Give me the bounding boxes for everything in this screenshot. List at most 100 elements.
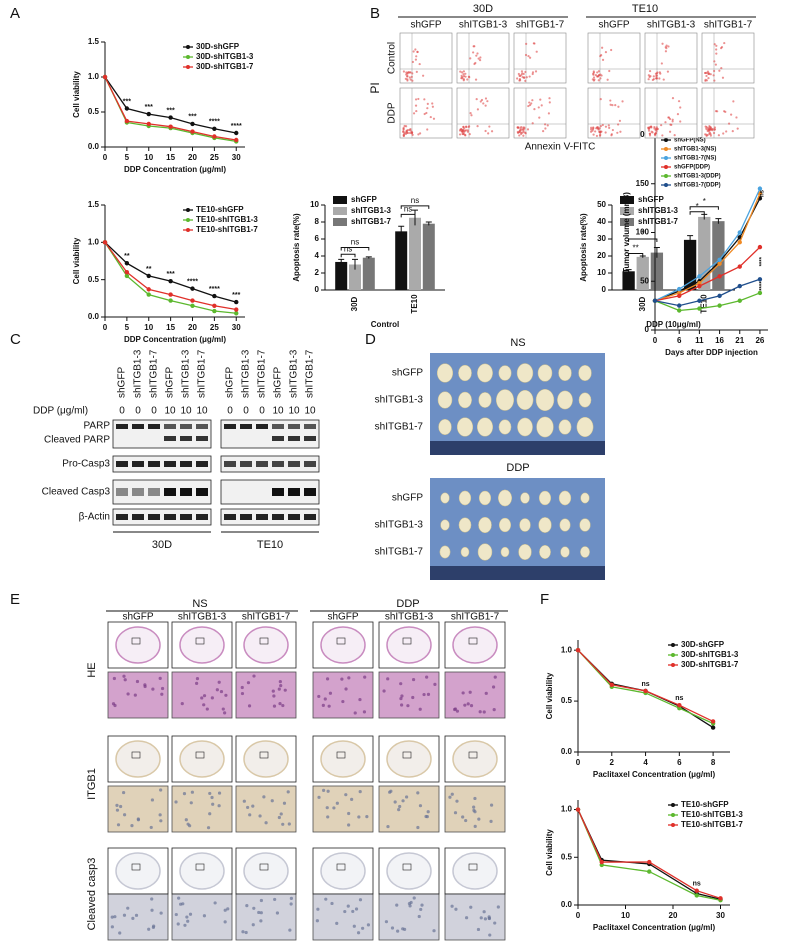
flow-dot (736, 127, 739, 130)
nucleus (464, 916, 469, 920)
band (116, 461, 128, 467)
flow-dot (405, 125, 408, 128)
tumor (520, 492, 530, 504)
zoom-box (468, 751, 478, 759)
band (224, 461, 236, 467)
nucleus (217, 680, 221, 684)
flow-dot (402, 134, 405, 137)
legend-marker (664, 183, 668, 187)
bracket (628, 238, 658, 242)
tissue (179, 740, 225, 778)
significance: ns (411, 196, 419, 205)
lane-label: shITGB1-3 (241, 349, 252, 398)
legend-label: shITGB1-7(DDP) (674, 183, 721, 189)
legend-label: shITGB1-7(NS) (674, 156, 716, 162)
data-point (575, 807, 581, 812)
flow-dot (655, 74, 658, 78)
bar (622, 271, 635, 290)
nucleus (278, 702, 282, 706)
nucleus (321, 703, 325, 708)
flow-dot (666, 70, 670, 73)
flow-dot (517, 72, 520, 76)
x-tick-label: 10 (144, 153, 153, 162)
nucleus (425, 815, 429, 819)
error-bar (412, 209, 418, 226)
tumor (580, 546, 590, 558)
nucleus (135, 679, 140, 684)
flow-dot (523, 127, 526, 130)
nucleus (358, 790, 362, 794)
flow-dot (679, 120, 682, 123)
nucleus (115, 808, 120, 812)
data-point (757, 244, 763, 250)
nucleus (358, 898, 363, 902)
x-tick-label: 6 (677, 336, 682, 345)
band-label: Cleaved PARP (44, 435, 110, 446)
significance: **** (209, 286, 220, 293)
x-tick-label: 25 (210, 323, 219, 332)
flow-dot (712, 131, 716, 135)
group-header: DDP (506, 462, 529, 474)
flow-dot (518, 134, 521, 137)
nucleus (341, 699, 345, 704)
flow-dot (540, 104, 543, 107)
flow-dot (522, 72, 525, 76)
data-point (677, 286, 682, 292)
nucleus (482, 710, 486, 714)
nucleus (288, 928, 292, 932)
band (304, 488, 316, 496)
significance: * (641, 229, 644, 238)
nucleus (211, 802, 215, 806)
flow-dot (477, 57, 480, 60)
tumor (576, 416, 594, 438)
significance: *** (232, 292, 240, 299)
nucleus (242, 799, 246, 803)
flow-dot (415, 109, 418, 113)
nucleus (420, 903, 424, 907)
flow-dot (715, 48, 718, 51)
legend-label: shGFP(DDP) (674, 165, 710, 171)
flow-dot (609, 103, 612, 106)
flow-dot (416, 50, 419, 54)
flow-dot (731, 129, 734, 133)
band (288, 461, 300, 467)
flow-dot (707, 72, 710, 76)
blot-frame (112, 455, 212, 473)
x-tick-label: 15 (166, 153, 175, 162)
data-point (190, 303, 195, 308)
data-point (124, 118, 130, 124)
dose: 10 (196, 406, 208, 417)
data-point (677, 308, 682, 313)
zoom (444, 671, 506, 719)
legend-label: 30D-shITGB1-7 (196, 62, 254, 71)
bracket (689, 211, 705, 215)
flow-dot (479, 100, 482, 103)
x-axis-label: Days after DDP injection (665, 348, 758, 357)
bracket (340, 253, 356, 258)
flow-dot (655, 77, 658, 80)
tissue (179, 626, 225, 664)
flow-dot (525, 76, 528, 79)
flow-dot (414, 58, 417, 61)
flow-dot (606, 78, 609, 81)
x-tick-label: 10 (144, 323, 153, 332)
significance: *** (167, 107, 175, 114)
flow-dot (610, 133, 613, 136)
legend-label: shITGB1-3 (351, 206, 392, 215)
dose: 10 (272, 406, 284, 417)
data-point (757, 277, 763, 282)
nucleus (174, 800, 178, 804)
data-point (124, 270, 130, 275)
nucleus (361, 926, 365, 930)
legend-swatch (333, 218, 347, 226)
zoom-box (402, 637, 412, 645)
nucleus (289, 896, 293, 900)
band (164, 424, 176, 429)
nucleus (491, 685, 496, 689)
nucleus (289, 902, 293, 906)
bar (712, 221, 725, 290)
nucleus (119, 804, 123, 809)
band (164, 461, 176, 467)
tumor (519, 518, 531, 532)
